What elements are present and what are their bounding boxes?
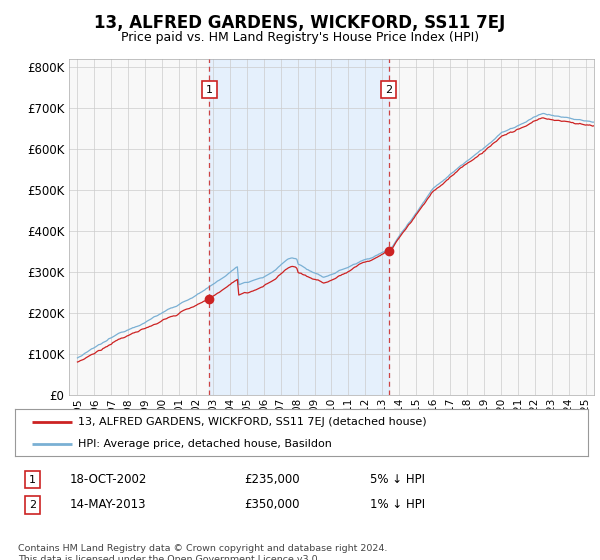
Text: 1: 1 <box>206 85 213 95</box>
Text: Contains HM Land Registry data © Crown copyright and database right 2024.
This d: Contains HM Land Registry data © Crown c… <box>18 544 388 560</box>
Text: 14-MAY-2013: 14-MAY-2013 <box>70 498 146 511</box>
Text: 18-OCT-2002: 18-OCT-2002 <box>70 473 147 486</box>
Text: £235,000: £235,000 <box>244 473 300 486</box>
Text: £350,000: £350,000 <box>244 498 300 511</box>
Text: 1% ↓ HPI: 1% ↓ HPI <box>370 498 425 511</box>
Text: Price paid vs. HM Land Registry's House Price Index (HPI): Price paid vs. HM Land Registry's House … <box>121 31 479 44</box>
Text: HPI: Average price, detached house, Basildon: HPI: Average price, detached house, Basi… <box>78 438 332 449</box>
Text: 2: 2 <box>29 500 36 510</box>
Text: 2: 2 <box>385 85 392 95</box>
Text: 1: 1 <box>29 474 35 484</box>
Text: 13, ALFRED GARDENS, WICKFORD, SS11 7EJ: 13, ALFRED GARDENS, WICKFORD, SS11 7EJ <box>94 14 506 32</box>
Text: 5% ↓ HPI: 5% ↓ HPI <box>370 473 425 486</box>
Bar <box>209 59 389 395</box>
Text: 13, ALFRED GARDENS, WICKFORD, SS11 7EJ (detached house): 13, ALFRED GARDENS, WICKFORD, SS11 7EJ (… <box>78 417 427 427</box>
